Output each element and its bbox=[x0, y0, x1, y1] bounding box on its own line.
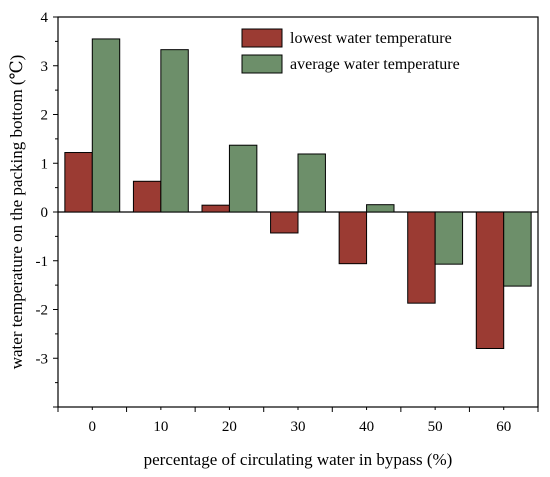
bar-average-40 bbox=[366, 204, 395, 213]
bar-average-50 bbox=[434, 211, 464, 265]
legend-label-lowest: lowest water temperature bbox=[290, 30, 452, 47]
y-tick-label: 0 bbox=[41, 205, 49, 221]
bars bbox=[64, 38, 532, 349]
bar-lowest-10 bbox=[132, 180, 162, 213]
y-axis-label: water temperature on the packing bottom … bbox=[7, 55, 26, 370]
x-tick-label: 60 bbox=[496, 419, 511, 435]
y-axis: 4 3 2 1 0 -1 -2 -3 bbox=[36, 10, 58, 408]
legend-swatch-average bbox=[241, 54, 283, 74]
x-tick-label: 20 bbox=[222, 419, 237, 435]
bar-average-10 bbox=[160, 49, 189, 213]
bar-lowest-0 bbox=[64, 152, 93, 213]
legend-swatch-lowest bbox=[241, 28, 283, 48]
bar-average-30 bbox=[297, 153, 326, 213]
legend: lowest water temperature average water t… bbox=[241, 28, 460, 74]
bar-average-0 bbox=[91, 38, 121, 213]
legend-label-average: average water temperature bbox=[290, 56, 460, 73]
x-tick-label: 40 bbox=[359, 419, 374, 435]
x-axis: 0 10 20 30 40 50 60 bbox=[57, 407, 539, 435]
x-tick-label: 50 bbox=[428, 419, 443, 435]
x-axis-label: percentage of circulating water in bypas… bbox=[144, 450, 453, 469]
y-tick-label: 3 bbox=[41, 59, 49, 75]
bar-lowest-40 bbox=[338, 211, 368, 265]
y-tick-label: 1 bbox=[41, 156, 49, 172]
bar-lowest-60 bbox=[475, 211, 505, 349]
y-tick-label: -1 bbox=[36, 254, 49, 270]
x-tick-label: 0 bbox=[89, 419, 97, 435]
bar-lowest-20 bbox=[201, 204, 230, 213]
x-tick-label: 10 bbox=[153, 419, 168, 435]
bar-average-60 bbox=[503, 211, 532, 287]
y-tick-label: -3 bbox=[36, 351, 49, 367]
bar-average-20 bbox=[228, 144, 258, 213]
bar-lowest-50 bbox=[407, 211, 436, 304]
y-tick-label: 4 bbox=[41, 10, 49, 26]
y-tick-label: 2 bbox=[41, 108, 49, 124]
y-tick-label: -2 bbox=[36, 303, 49, 319]
bar-lowest-30 bbox=[270, 211, 299, 234]
x-tick-label: 30 bbox=[291, 419, 306, 435]
